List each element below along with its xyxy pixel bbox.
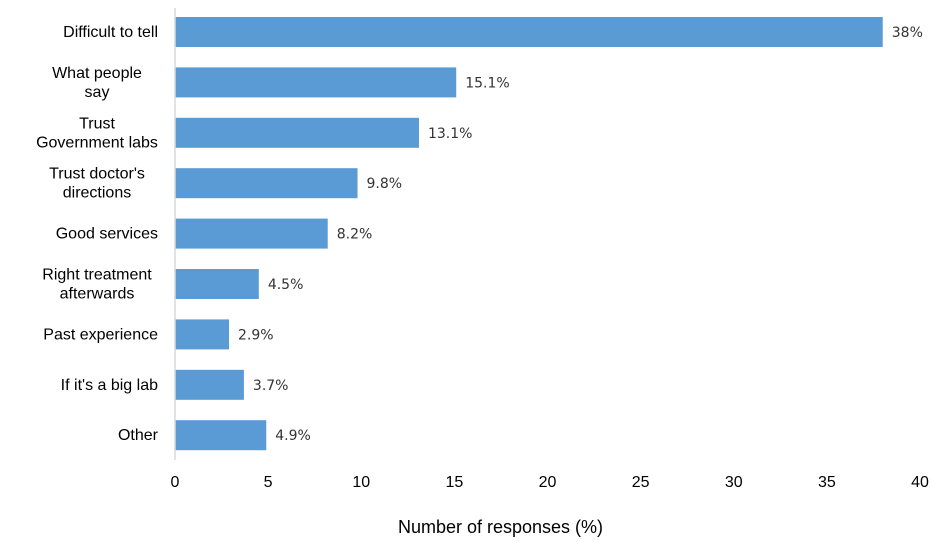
x-tick-label: 30 [725,474,743,491]
bar [175,420,267,451]
bar [175,269,259,299]
bar [175,117,419,148]
category-label: Trust doctor's directions [49,166,145,202]
bar-value-label: 3.7% [253,378,289,394]
category-label: Right treatment afterwards [42,267,152,303]
category-labels-group: Difficult to tell What people say Trust Gove… [36,24,159,444]
category-label: Difficult to tell [63,24,158,41]
category-label: Good services [56,226,158,243]
category-label: What people say [52,65,142,101]
bar [175,319,230,350]
bar-value-label: 15.1% [465,75,509,91]
bar-value-label: 4.5% [268,277,304,293]
bar [175,67,457,98]
x-tick-label: 15 [445,474,463,491]
bar-value-label: 8.2% [337,227,373,243]
x-tick-label: 10 [352,474,370,491]
x-ticks-group: 0 5 10 15 20 25 30 35 40 [171,474,929,491]
bar [175,369,244,400]
bar [175,218,328,249]
bar-value-label: 13.1% [428,126,472,142]
bar-value-label: 9.8% [367,176,403,192]
x-axis-title: Number of responses (%) [398,517,603,537]
x-tick-label: 35 [818,474,836,491]
category-label: Past experience [43,326,158,343]
category-label: If it's a big lab [61,377,158,394]
bar-value-label: 4.9% [275,428,311,444]
value-labels-group: 38% 15.1% 13.1% 9.8% 8.2% 4.5% 2.9% 3.7% 4.9% [238,25,923,444]
x-tick-label: 0 [171,474,180,491]
x-tick-label: 40 [911,474,929,491]
bar-value-label: 38% [892,25,923,41]
category-label: Other [118,427,159,444]
x-tick-label: 5 [264,474,273,491]
category-label: Trust Government labs [36,115,158,151]
bar-value-label: 2.9% [238,327,274,343]
x-tick-label: 25 [632,474,650,491]
bars-group [175,17,883,451]
bar [175,17,883,47]
x-tick-label: 20 [539,474,557,491]
bar [175,168,358,199]
